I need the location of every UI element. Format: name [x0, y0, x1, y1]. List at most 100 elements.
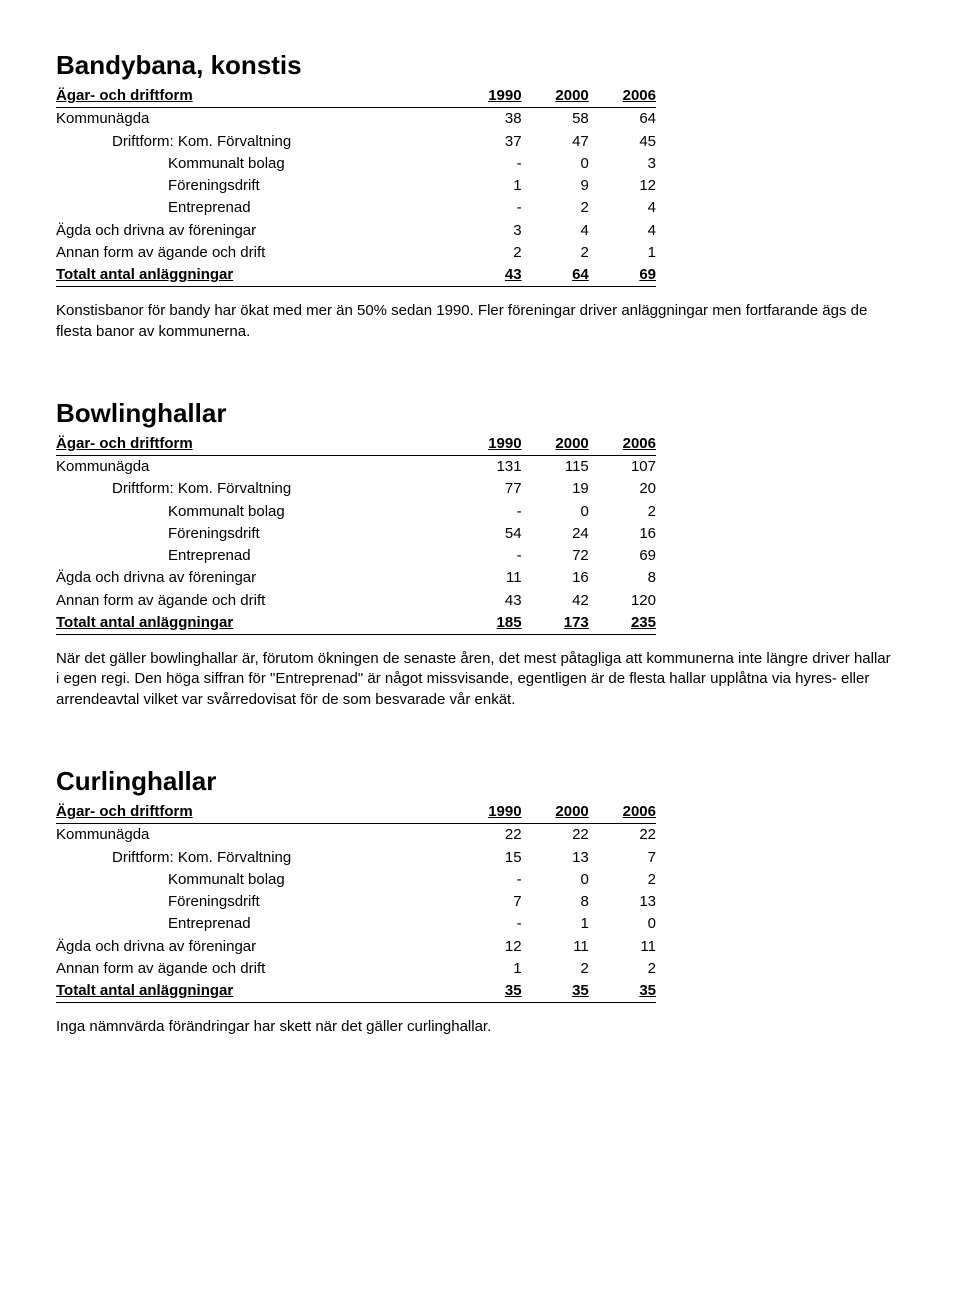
col-2000: 2000 — [522, 801, 589, 824]
cell: 0 — [522, 153, 589, 175]
table-bandy: Ägar- och driftform 1990 2000 2006 Kommu… — [56, 85, 656, 287]
cell: 69 — [589, 264, 656, 287]
cell: 120 — [589, 590, 656, 612]
paragraph-bandy: Konstisbanor för bandy har ökat med mer … — [56, 301, 896, 342]
cell: 35 — [454, 980, 521, 1003]
row-label: Föreningsdrift — [56, 523, 454, 545]
cell: 185 — [454, 612, 521, 635]
cell: - — [454, 869, 521, 891]
cell: 1 — [522, 913, 589, 935]
table-row: Kommunalt bolag - 0 3 — [56, 153, 656, 175]
cell: 19 — [522, 478, 589, 500]
cell: 20 — [589, 478, 656, 500]
col-1990: 1990 — [454, 801, 521, 824]
table-curling: Ägar- och driftform 1990 2000 2006 Kommu… — [56, 801, 656, 1003]
cell: 15 — [454, 847, 521, 869]
cell: 22 — [589, 824, 656, 847]
row-label: Kommunalt bolag — [56, 501, 454, 523]
row-label: Driftform: Kom. Förvaltning — [56, 847, 454, 869]
cell: - — [454, 913, 521, 935]
cell: 1 — [589, 242, 656, 264]
cell: 43 — [454, 264, 521, 287]
col-owner: Ägar- och driftform — [56, 85, 454, 108]
cell: 8 — [589, 567, 656, 589]
cell: 35 — [589, 980, 656, 1003]
cell: 9 — [522, 175, 589, 197]
cell: 64 — [522, 264, 589, 287]
row-label: Entreprenad — [56, 545, 454, 567]
cell: 16 — [589, 523, 656, 545]
cell: 12 — [589, 175, 656, 197]
cell: 0 — [589, 913, 656, 935]
table-row: Entreprenad - 1 0 — [56, 913, 656, 935]
table-row: Driftform: Kom. Förvaltning 77 19 20 — [56, 478, 656, 500]
table-row: Annan form av ägande och drift 43 42 120 — [56, 590, 656, 612]
cell: 107 — [589, 456, 656, 479]
cell: 1 — [454, 175, 521, 197]
table-bowling: Ägar- och driftform 1990 2000 2006 Kommu… — [56, 433, 656, 635]
cell: 115 — [522, 456, 589, 479]
col-1990: 1990 — [454, 433, 521, 456]
cell: 77 — [454, 478, 521, 500]
cell: 45 — [589, 131, 656, 153]
table-row: Kommunägda 22 22 22 — [56, 824, 656, 847]
cell: 4 — [589, 220, 656, 242]
cell: 35 — [522, 980, 589, 1003]
cell: 24 — [522, 523, 589, 545]
table-row: Kommunägda 131 115 107 — [56, 456, 656, 479]
row-label: Totalt antal anläggningar — [56, 980, 454, 1003]
row-label: Ägda och drivna av föreningar — [56, 567, 454, 589]
table-row: Kommunägda 38 58 64 — [56, 108, 656, 131]
cell: 8 — [522, 891, 589, 913]
paragraph-bowling: När det gäller bowlinghallar är, förutom… — [56, 649, 896, 710]
cell: 13 — [589, 891, 656, 913]
cell: 72 — [522, 545, 589, 567]
table-row: Kommunalt bolag - 0 2 — [56, 501, 656, 523]
col-owner: Ägar- och driftform — [56, 801, 454, 824]
cell: 7 — [589, 847, 656, 869]
col-2006: 2006 — [589, 801, 656, 824]
cell: 2 — [454, 242, 521, 264]
table-row: Ägda och drivna av föreningar 12 11 11 — [56, 936, 656, 958]
table-row: Kommunalt bolag - 0 2 — [56, 869, 656, 891]
row-label: Driftform: Kom. Förvaltning — [56, 478, 454, 500]
row-label: Kommunalt bolag — [56, 153, 454, 175]
cell: 235 — [589, 612, 656, 635]
cell: 2 — [522, 242, 589, 264]
cell: 13 — [522, 847, 589, 869]
cell: 1 — [454, 958, 521, 980]
cell: 43 — [454, 590, 521, 612]
cell: 12 — [454, 936, 521, 958]
cell: 3 — [454, 220, 521, 242]
col-2006: 2006 — [589, 433, 656, 456]
cell: 0 — [522, 501, 589, 523]
col-1990: 1990 — [454, 85, 521, 108]
cell: 22 — [522, 824, 589, 847]
cell: - — [454, 197, 521, 219]
row-label: Entreprenad — [56, 197, 454, 219]
col-2000: 2000 — [522, 433, 589, 456]
table-header-row: Ägar- och driftform 1990 2000 2006 — [56, 85, 656, 108]
cell: 22 — [454, 824, 521, 847]
cell: 0 — [522, 869, 589, 891]
row-label: Totalt antal anläggningar — [56, 264, 454, 287]
table-row: Entreprenad - 2 4 — [56, 197, 656, 219]
section-title-bandy: Bandybana, konstis — [56, 48, 904, 83]
cell: 4 — [522, 220, 589, 242]
cell: 69 — [589, 545, 656, 567]
table-row: Annan form av ägande och drift 1 2 2 — [56, 958, 656, 980]
cell: 173 — [522, 612, 589, 635]
cell: 64 — [589, 108, 656, 131]
section-title-bowling: Bowlinghallar — [56, 396, 904, 431]
cell: 54 — [454, 523, 521, 545]
col-2006: 2006 — [589, 85, 656, 108]
table-row: Föreningsdrift 1 9 12 — [56, 175, 656, 197]
cell: 16 — [522, 567, 589, 589]
paragraph-curling: Inga nämnvärda förändringar har skett nä… — [56, 1017, 896, 1037]
cell: 11 — [589, 936, 656, 958]
row-label: Kommunägda — [56, 456, 454, 479]
table-row: Ägda och drivna av föreningar 3 4 4 — [56, 220, 656, 242]
cell: 4 — [589, 197, 656, 219]
row-label: Föreningsdrift — [56, 891, 454, 913]
table-header-row: Ägar- och driftform 1990 2000 2006 — [56, 433, 656, 456]
